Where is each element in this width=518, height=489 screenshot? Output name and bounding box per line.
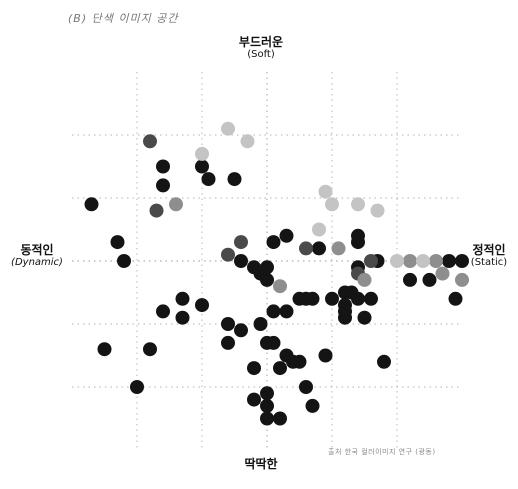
data-point-dark <box>260 386 274 401</box>
data-point-dark <box>260 398 274 413</box>
data-point-dark <box>195 159 209 174</box>
chart-caption: (B) 단색 이미지 공간 <box>68 12 179 25</box>
data-point-dark <box>364 291 378 306</box>
data-point-dark <box>403 272 417 287</box>
data-point-light <box>240 134 255 149</box>
data-point-dark <box>156 304 170 319</box>
data-point-dark <box>266 335 281 350</box>
data-point-mid <box>364 254 378 268</box>
data-point-gray <box>331 241 346 256</box>
axis-label-bottom: 딱딱한 <box>226 458 296 471</box>
data-point-dark <box>227 172 242 187</box>
data-point-dark <box>266 304 281 319</box>
data-point-dark <box>338 304 352 319</box>
data-point-dark <box>84 197 99 212</box>
axis-label-right-en: (Static) <box>470 257 508 268</box>
data-point-dark <box>221 317 235 331</box>
data-point-dark <box>175 310 190 325</box>
data-point-dark <box>221 335 235 350</box>
data-point-dark <box>253 317 268 331</box>
axis-label-top: 부드러운 (Soft) <box>226 36 296 61</box>
data-point-dark <box>279 304 294 319</box>
data-point-dark <box>286 354 300 369</box>
data-point-dark <box>266 235 281 250</box>
data-point-dark <box>234 323 248 338</box>
data-point-light <box>221 121 235 136</box>
data-point-mid <box>299 241 313 256</box>
axis-label-left-en: (Dynamic) <box>11 257 63 268</box>
data-point-dark <box>442 254 456 268</box>
data-point-gray <box>403 254 417 268</box>
data-point-dark <box>117 254 131 268</box>
axis-label-right-kr: 정적인 <box>472 243 506 257</box>
axis-label-left-kr: 동적인 <box>20 243 54 257</box>
data-point-light <box>318 184 333 199</box>
data-point-dark <box>279 228 294 243</box>
data-point-dark <box>260 272 274 287</box>
data-point-gray <box>273 279 287 294</box>
data-point-light <box>351 197 365 212</box>
data-point-dark <box>247 392 261 407</box>
data-point-gray <box>435 266 450 281</box>
data-point-dark <box>110 235 125 250</box>
data-point-light <box>390 254 404 268</box>
data-point-dark <box>351 228 365 243</box>
data-point-dark <box>422 272 437 287</box>
data-point-dark <box>357 310 372 325</box>
data-point-dark <box>156 159 170 174</box>
data-point-mid <box>221 247 235 262</box>
data-point-dark <box>455 254 469 268</box>
data-point-light <box>416 254 430 268</box>
data-point-dark <box>305 291 320 306</box>
data-point-dark <box>97 342 112 357</box>
data-point-dark <box>260 411 274 426</box>
source-note: 출처 한국 컬러이미지 연구 (광동) <box>328 448 436 456</box>
axis-label-bottom-kr: 딱딱한 <box>244 457 278 471</box>
data-point-dark <box>448 291 463 306</box>
data-point-dark <box>201 172 216 187</box>
data-point-dark <box>175 291 190 306</box>
data-point-dark <box>130 380 144 394</box>
data-point-gray <box>429 254 443 268</box>
data-point-mid <box>234 235 248 250</box>
data-point-dark <box>325 291 339 306</box>
data-point-mid <box>149 203 164 218</box>
data-point-gray <box>455 272 469 287</box>
data-point-gray <box>169 197 183 212</box>
data-point-dark <box>299 380 313 394</box>
data-point-mid <box>143 134 157 149</box>
data-point-dark <box>156 178 170 193</box>
data-point-dark <box>318 348 333 363</box>
data-point-dark <box>273 361 287 376</box>
data-point-dark <box>351 291 365 306</box>
data-point-light <box>370 203 385 218</box>
axis-label-top-kr: 부드러운 <box>238 35 284 49</box>
data-points <box>84 121 469 426</box>
data-point-dark <box>143 342 157 357</box>
data-point-gray <box>357 272 372 287</box>
axis-label-right: 정적인 (Static) <box>460 244 518 269</box>
data-point-dark <box>273 411 287 426</box>
data-point-light <box>325 197 339 212</box>
axis-label-left: 동적인 (Dynamic) <box>2 244 72 269</box>
data-point-dark <box>195 298 209 313</box>
data-point-dark <box>305 398 320 413</box>
data-point-dark <box>312 241 326 256</box>
data-point-light <box>312 222 326 237</box>
data-point-dark <box>377 354 391 369</box>
data-point-dark <box>234 254 248 268</box>
axis-label-top-en: (Soft) <box>247 49 275 60</box>
data-point-light <box>195 146 209 161</box>
data-point-dark <box>247 361 261 376</box>
